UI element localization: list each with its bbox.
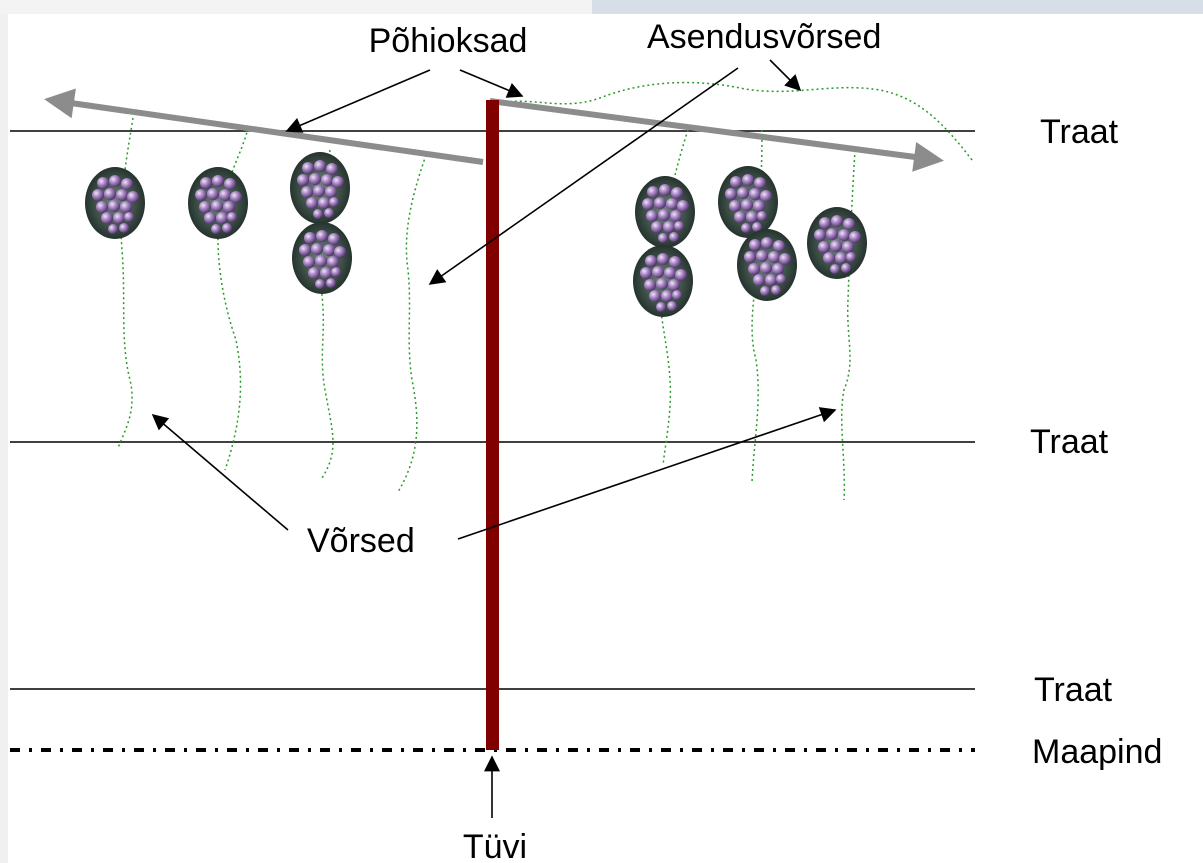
top-right-band — [592, 0, 1203, 14]
label-shoots: Võrsed — [307, 522, 415, 560]
grape-cluster-icon — [292, 222, 352, 294]
grape-cluster-icon — [188, 167, 248, 239]
main-arm-right — [489, 98, 944, 172]
asendusvorsed-arrow-right — [769, 59, 802, 92]
label-wire-top: Traat — [1040, 113, 1119, 151]
grape-cluster-icon — [737, 229, 797, 301]
label-ground: Maapind — [1032, 733, 1162, 771]
trunk — [486, 100, 499, 750]
replacement-shoot — [494, 81, 973, 161]
left-margin-band — [0, 0, 8, 863]
grape-cluster-icon — [807, 207, 867, 279]
shoot — [117, 117, 134, 449]
label-wire-middle: Traat — [1030, 423, 1109, 461]
label-replacement-shoots: Asendusvõrsed — [647, 18, 881, 56]
asendusvorsed-arrow-down — [428, 67, 739, 285]
grape-cluster-icon — [85, 167, 145, 239]
top-left-band — [0, 0, 592, 14]
shoot — [316, 149, 334, 479]
grape-cluster-icon — [633, 245, 693, 317]
vorsed-arrow-right — [457, 407, 837, 540]
grape-cluster-icon — [718, 166, 778, 238]
grape-cluster-icon — [635, 176, 695, 248]
main-arm-left — [44, 88, 484, 165]
vorsed-arrow-left — [151, 413, 289, 531]
shoot — [840, 149, 856, 501]
grape-cluster-icon — [290, 152, 350, 224]
shoot — [397, 154, 427, 493]
label-trunk: Tüvi — [463, 828, 527, 863]
pohioksad-arrow-left — [285, 69, 431, 133]
pohioksad-arrow-right — [459, 69, 524, 98]
label-wire-bottom: Traat — [1034, 671, 1113, 709]
label-main-arms: Põhioksad — [369, 22, 528, 60]
